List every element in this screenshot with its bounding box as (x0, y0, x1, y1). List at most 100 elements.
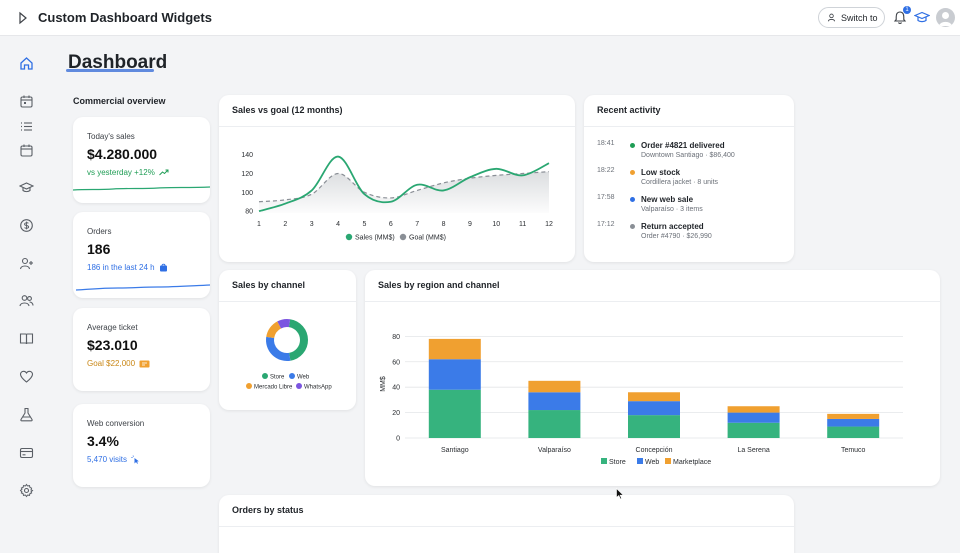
y-tick-label: 80 (392, 334, 400, 341)
avatar-user-icon (939, 12, 952, 26)
bar-segment (827, 426, 880, 438)
app-title: Custom Dashboard Widgets (38, 10, 212, 25)
card-title: Sales vs goal (12 months) (232, 105, 343, 115)
y-tick-label: 80 (245, 209, 253, 216)
click-icon (131, 455, 139, 464)
y-axis-label: MM$ (380, 376, 387, 392)
y-tick-label: 100 (241, 190, 253, 197)
switch-to-label: Switch to (841, 12, 878, 23)
y-tick-label: 60 (392, 359, 400, 366)
kpi-card-todays-sales[interactable]: Today's sales $4.280.000 vs yesterday +1… (73, 117, 210, 203)
legend-label: Mercado Libre (254, 385, 293, 391)
kpi-value: $23.010 (87, 337, 138, 353)
legend-marker (637, 458, 643, 464)
legend-marker (665, 458, 671, 464)
activity-status-dot (630, 197, 635, 202)
x-tick-label: 12 (545, 221, 553, 228)
activity-detail: Downtown Santiago · $86,400 (641, 152, 735, 159)
x-tick-label: Valparaíso (538, 447, 571, 454)
legend-label: Goal (MM$) (409, 235, 446, 242)
home-icon[interactable] (19, 56, 34, 71)
x-tick-label: 6 (389, 221, 393, 228)
calendar-icon[interactable] (19, 94, 34, 109)
kpi-sub: Goal $22,000 (87, 359, 150, 368)
x-tick-label: 2 (283, 221, 287, 228)
top-bar: Custom Dashboard Widgets Switch to 1 (0, 0, 960, 36)
card-title: Sales by region and channel (378, 280, 500, 290)
heart-icon[interactable] (19, 369, 34, 384)
kpi-sub: vs yesterday +12% (87, 168, 169, 177)
bar-segment (428, 389, 481, 438)
sales-line (258, 155, 550, 212)
card-title: Sales by channel (232, 280, 306, 290)
shopping-bag-icon (159, 263, 167, 272)
book-icon[interactable] (19, 331, 34, 346)
activity-detail: Valparaíso · 3 items (641, 206, 703, 213)
bar-segment (628, 415, 680, 438)
switch-to-button[interactable]: Switch to (818, 7, 885, 28)
graduation-cap-icon[interactable] (914, 11, 930, 24)
legend-label: Store (609, 459, 626, 466)
activity-title[interactable]: Low stock (641, 168, 681, 177)
pie-slice (266, 336, 291, 361)
trend-up-icon (158, 169, 169, 176)
legend-marker (289, 373, 295, 379)
kpi-card-orders[interactable]: Orders 186 186 in the last 24 h (73, 212, 210, 298)
activity-time: 18:22 (597, 167, 615, 174)
sales-by-region-card: Sales by region and channel 0 20 40 60 80 MM$… (365, 270, 940, 486)
user-icon (827, 13, 836, 22)
calendar-alt-icon[interactable] (19, 143, 34, 158)
section-label: Commercial overview (73, 96, 166, 106)
sidebar-toggle-icon[interactable] (16, 11, 30, 25)
dollar-icon[interactable] (19, 218, 34, 233)
sales-by-channel-chart: Store Web Mercado Libre WhatsApp (246, 319, 332, 391)
bar-segment (628, 392, 680, 402)
users-icon[interactable] (19, 293, 34, 308)
x-tick-label: 10 (492, 221, 500, 228)
pie-slice (266, 321, 282, 339)
mouse-cursor-icon (616, 488, 624, 500)
kpi-card-web-conversion[interactable]: Web conversion 3.4% 5,470 visits (73, 404, 210, 487)
bell-icon[interactable] (893, 10, 907, 25)
activity-title[interactable]: New web sale (641, 195, 694, 204)
x-tick-label: 4 (336, 221, 340, 228)
kpi-label: Orders (87, 227, 112, 236)
bar-segment (528, 392, 581, 411)
wallet-icon[interactable] (19, 445, 34, 460)
kpi-card-average-ticket[interactable]: Average ticket $23.010 Goal $22,000 (73, 308, 210, 391)
y-tick-label: 140 (241, 152, 253, 159)
settings-icon[interactable] (19, 483, 34, 498)
activity-title[interactable]: Order #4821 delivered (641, 141, 725, 150)
bar-segment (727, 412, 780, 423)
activity-title[interactable]: Return accepted (641, 222, 704, 231)
kpi-sparkline (73, 186, 210, 191)
card-divider (219, 126, 575, 127)
ticket-icon (139, 360, 150, 367)
orders-by-status-card: Orders by status (219, 495, 794, 553)
kpi-sub-text: vs yesterday +12% (87, 168, 155, 177)
sales-vs-goal-card: Sales vs goal (12 months) 80 100 120 140 1 2 3… (219, 95, 575, 262)
page-title-underline (66, 69, 154, 72)
sidebar (0, 36, 52, 553)
bar-segment (628, 401, 680, 416)
activity-status-dot (630, 224, 635, 229)
bar-segment (528, 380, 581, 393)
legend-label: WhatsApp (304, 385, 332, 391)
x-tick-label: 5 (363, 221, 367, 228)
x-tick-label: 9 (468, 221, 472, 228)
bar-segment (528, 410, 581, 438)
add-user-icon[interactable] (19, 256, 34, 271)
list-icon[interactable] (19, 119, 34, 134)
page-title: Dashboard (68, 52, 168, 73)
kpi-sub-text: Goal $22,000 (87, 359, 136, 368)
x-tick-label: 11 (519, 221, 526, 228)
flask-icon[interactable] (19, 407, 34, 422)
bar-segment (727, 422, 780, 438)
kpi-value: 3.4% (87, 433, 119, 449)
x-tick-label: 7 (415, 221, 419, 228)
activity-status-dot (630, 143, 635, 148)
graduation-cap-icon[interactable] (19, 180, 34, 195)
avatar[interactable] (936, 8, 955, 27)
notification-badge: 1 (903, 6, 911, 14)
